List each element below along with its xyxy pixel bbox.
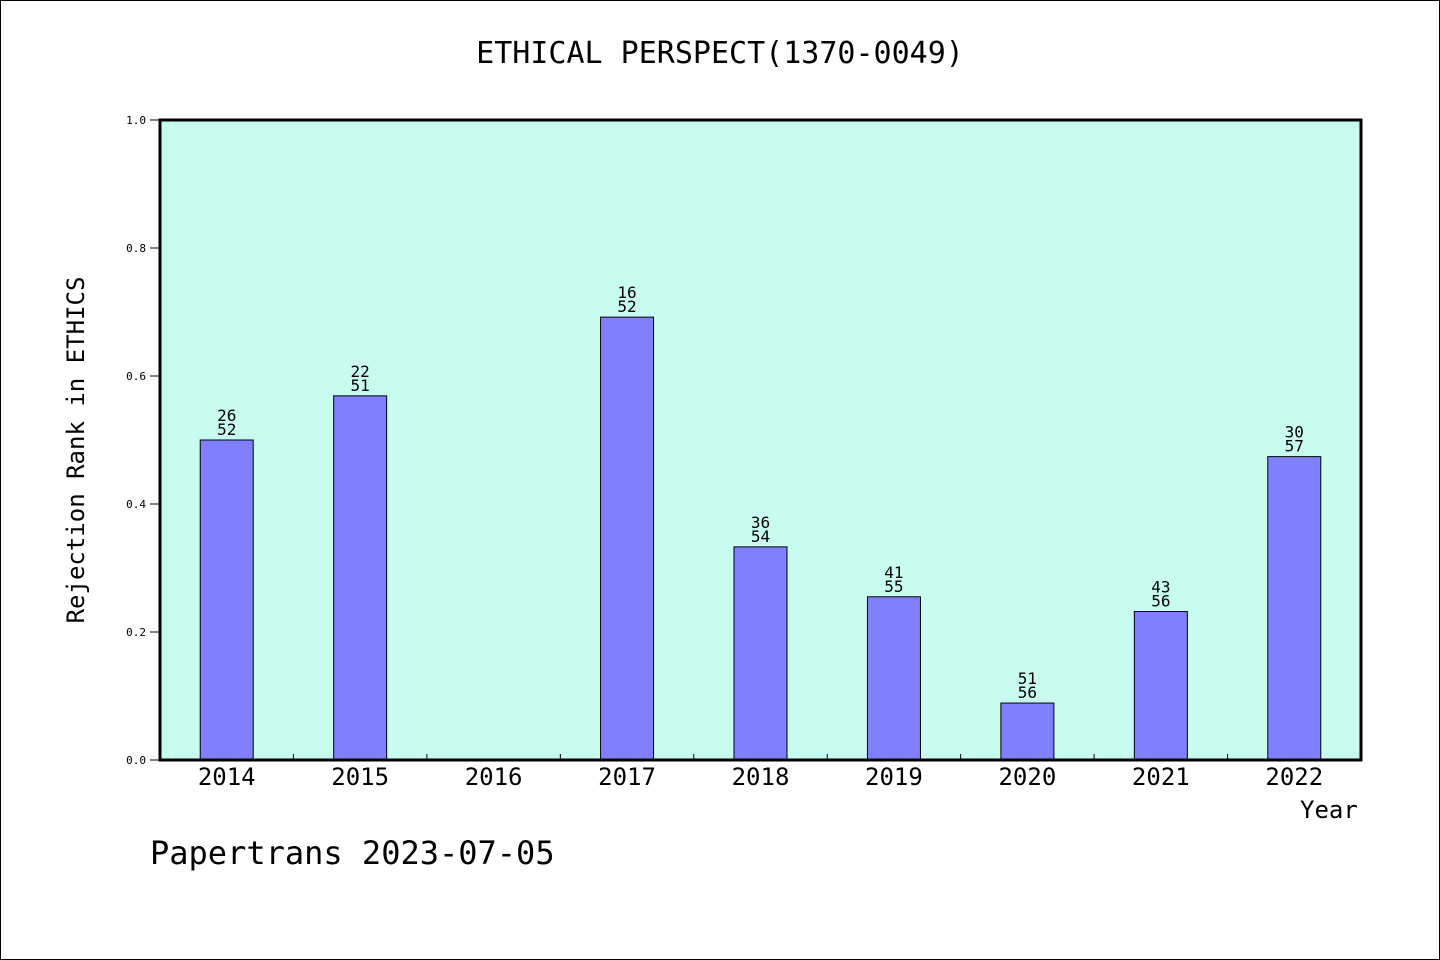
x-tick-label: 2021 xyxy=(1132,763,1190,791)
bar-label-rank: 36 xyxy=(751,513,770,532)
bar xyxy=(333,395,388,761)
x-tick-label: 2019 xyxy=(865,763,923,791)
bar-label-rank: 43 xyxy=(1151,578,1170,597)
y-tick-label: 0.4 xyxy=(126,498,146,511)
x-tick-label: 2018 xyxy=(732,763,790,791)
bar-label-total: 52 xyxy=(617,297,636,316)
bar-label-total: 51 xyxy=(351,376,370,395)
y-tick-label: 0.8 xyxy=(126,242,146,255)
bar-label-rank: 51 xyxy=(1018,669,1037,688)
bar-label-rank: 22 xyxy=(351,362,370,381)
footer-source-date: Papertrans 2023-07-05 xyxy=(150,834,555,872)
bar xyxy=(199,439,254,761)
bar-label-total: 54 xyxy=(751,527,770,546)
bar xyxy=(1133,611,1188,761)
x-axis-label: Year xyxy=(1300,796,1358,824)
bar-label-total: 56 xyxy=(1151,592,1170,611)
chart-title: ETHICAL PERSPECT(1370-0049) xyxy=(476,36,964,71)
y-tick-label: 1.0 xyxy=(126,114,146,127)
y-tick-label: 0.0 xyxy=(126,754,146,767)
plot-area-border xyxy=(158,118,1363,762)
bar-label-rank: 26 xyxy=(217,406,236,425)
bar-label-rank: 30 xyxy=(1285,423,1304,442)
bar xyxy=(1000,702,1055,761)
bar-label-total: 52 xyxy=(217,420,236,439)
bar-label-total: 55 xyxy=(884,577,903,596)
bar-label-rank: 41 xyxy=(884,563,903,582)
bar-label-rank: 16 xyxy=(617,283,636,302)
x-tick-label: 2022 xyxy=(1265,763,1323,791)
x-tick-label: 2014 xyxy=(198,763,256,791)
x-tick-label: 2016 xyxy=(465,763,523,791)
bar xyxy=(1267,456,1322,761)
x-tick-label: 2017 xyxy=(598,763,656,791)
bar-label-total: 56 xyxy=(1018,683,1037,702)
y-tick-label: 0.2 xyxy=(126,626,146,639)
x-tick-label: 2020 xyxy=(998,763,1056,791)
y-tick-label: 0.6 xyxy=(126,370,146,383)
bar xyxy=(866,596,921,761)
bar xyxy=(733,546,788,761)
x-tick-label: 2015 xyxy=(331,763,389,791)
bar xyxy=(600,316,655,761)
bar-label-total: 57 xyxy=(1285,437,1304,456)
